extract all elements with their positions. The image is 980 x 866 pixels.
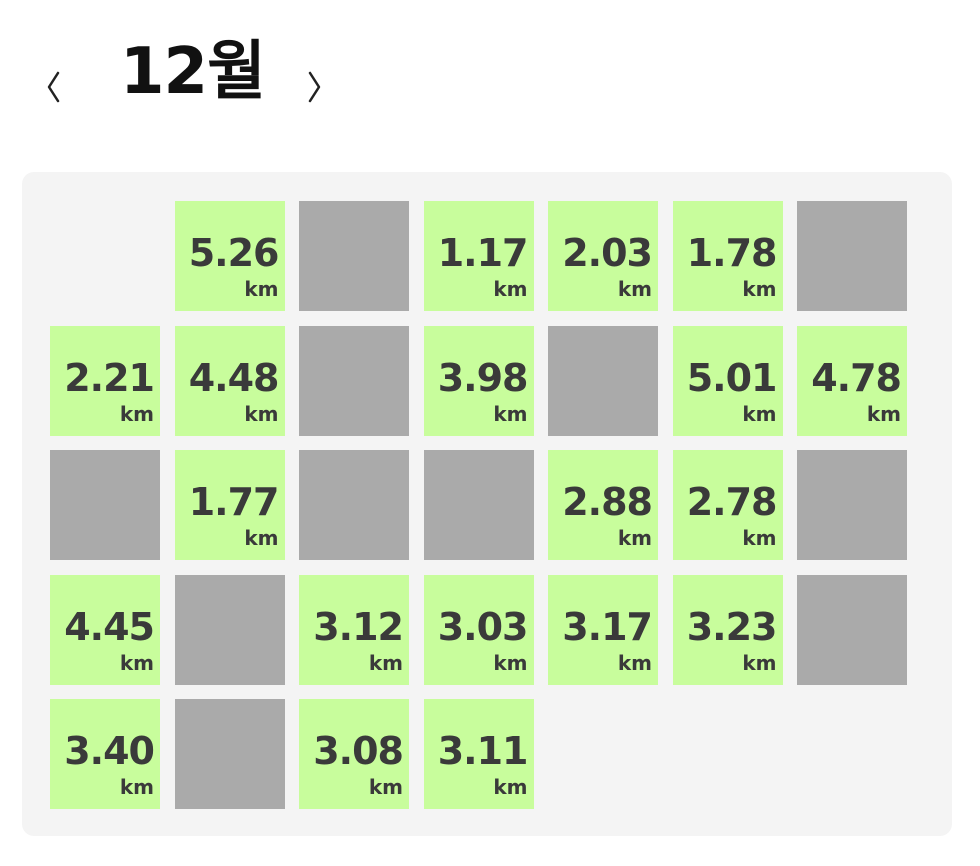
day-cell-rest[interactable] [797,575,907,685]
day-cell-run[interactable]: 3.08 km [299,699,409,809]
day-cell-run[interactable]: 2.21 km [50,326,160,436]
distance-value: 3.23 [687,605,777,649]
month-header: 12월 [0,0,980,150]
distance-unit: km [493,775,527,799]
distance-value: 3.17 [562,605,652,649]
prev-month-button[interactable] [38,62,68,112]
distance-unit: km [742,402,776,426]
distance-value: 1.78 [687,231,777,275]
distance-unit: km [618,651,652,675]
distance-value: 2.03 [562,231,652,275]
distance-value: 4.78 [811,356,901,400]
distance-value: 5.01 [687,356,777,400]
day-cell-rest[interactable] [797,450,907,560]
month-title: 12월 [120,32,265,112]
distance-value: 3.03 [438,605,528,649]
day-cell-rest[interactable] [424,450,534,560]
distance-value: 4.45 [64,605,154,649]
calendar-grid: 5.26 km 1.17 km 2.03 km 1.78 km 2.21 km 4.48 km 3.98… [50,201,907,809]
day-cell-rest[interactable] [299,450,409,560]
distance-unit: km [493,402,527,426]
distance-unit: km [120,651,154,675]
day-cell-rest[interactable] [548,326,658,436]
distance-unit: km [742,277,776,301]
day-cell-run[interactable]: 5.01 km [673,326,783,436]
distance-unit: km [742,526,776,550]
distance-unit: km [120,775,154,799]
day-cell-rest[interactable] [175,699,285,809]
day-cell-run[interactable]: 1.17 km [424,201,534,311]
day-cell-rest[interactable] [299,201,409,311]
day-cell-rest[interactable] [797,201,907,311]
distance-unit: km [618,277,652,301]
distance-unit: km [867,402,901,426]
day-cell-run[interactable]: 4.48 km [175,326,285,436]
day-cell-run[interactable]: 3.17 km [548,575,658,685]
distance-value: 3.98 [438,356,528,400]
day-cell-rest[interactable] [175,575,285,685]
next-month-button[interactable] [300,62,330,112]
distance-unit: km [120,402,154,426]
distance-unit: km [369,775,403,799]
distance-value: 1.77 [189,480,279,524]
day-cell-run[interactable]: 4.45 km [50,575,160,685]
day-cell-run[interactable]: 3.40 km [50,699,160,809]
day-cell-run[interactable]: 1.77 km [175,450,285,560]
distance-value: 3.12 [313,605,403,649]
distance-unit: km [244,277,278,301]
day-cell-rest[interactable] [299,326,409,436]
day-cell-empty [50,201,160,311]
day-cell-run[interactable]: 5.26 km [175,201,285,311]
distance-value: 3.08 [313,729,403,773]
distance-value: 5.26 [189,231,279,275]
day-cell-rest[interactable] [50,450,160,560]
day-cell-run[interactable]: 1.78 km [673,201,783,311]
distance-value: 3.40 [64,729,154,773]
chevron-right-icon [305,67,325,107]
day-cell-run[interactable]: 4.78 km [797,326,907,436]
day-cell-run[interactable]: 3.11 km [424,699,534,809]
distance-value: 2.78 [687,480,777,524]
distance-unit: km [244,526,278,550]
calendar-panel: 5.26 km 1.17 km 2.03 km 1.78 km 2.21 km 4.48 km 3.98… [22,172,952,836]
day-cell-run[interactable]: 3.03 km [424,575,534,685]
day-cell-run[interactable]: 3.12 km [299,575,409,685]
day-cell-run[interactable]: 3.23 km [673,575,783,685]
day-cell-run[interactable]: 2.88 km [548,450,658,560]
distance-unit: km [244,402,278,426]
distance-value: 1.17 [438,231,528,275]
distance-value: 3.11 [438,729,528,773]
day-cell-run[interactable]: 2.03 km [548,201,658,311]
distance-value: 4.48 [189,356,279,400]
distance-unit: km [742,651,776,675]
distance-value: 2.88 [562,480,652,524]
distance-value: 2.21 [64,356,154,400]
distance-unit: km [618,526,652,550]
chevron-left-icon [43,67,63,107]
distance-unit: km [493,651,527,675]
day-cell-run[interactable]: 3.98 km [424,326,534,436]
day-cell-run[interactable]: 2.78 km [673,450,783,560]
distance-unit: km [493,277,527,301]
distance-unit: km [369,651,403,675]
